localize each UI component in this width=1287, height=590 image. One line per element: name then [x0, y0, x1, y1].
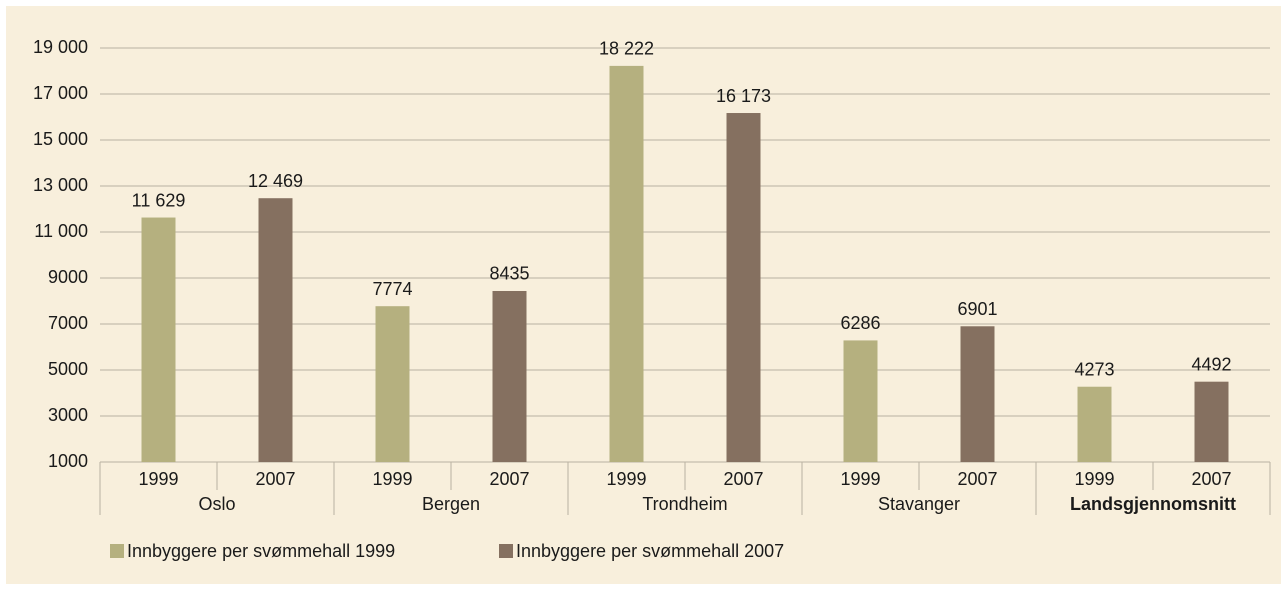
- y-tick-label: 7000: [48, 313, 88, 333]
- x-tick-label: 1999: [372, 469, 412, 489]
- x-tick-label: 2007: [957, 469, 997, 489]
- y-tick-label: 3000: [48, 405, 88, 425]
- bar: [375, 306, 410, 462]
- x-tick-label: 1999: [606, 469, 646, 489]
- group-label: Bergen: [422, 494, 480, 514]
- y-tick-label: 15 000: [33, 129, 88, 149]
- bar: [492, 290, 527, 462]
- x-tick-label: 2007: [255, 469, 295, 489]
- legend-label: Innbyggere per svømmehall 2007: [516, 541, 784, 561]
- x-tick-label: 1999: [840, 469, 880, 489]
- group-label: Stavanger: [878, 494, 960, 514]
- value-label: 8435: [489, 264, 529, 284]
- bar: [1077, 386, 1112, 462]
- y-tick-label: 17 000: [33, 83, 88, 103]
- y-tick-label: 19 000: [33, 37, 88, 57]
- bar: [843, 340, 878, 462]
- bar: [1194, 381, 1229, 462]
- value-label: 12 469: [248, 171, 303, 191]
- value-label: 6286: [840, 313, 880, 333]
- group-label: Trondheim: [642, 494, 727, 514]
- group-label: Oslo: [198, 494, 235, 514]
- x-tick-label: 1999: [1074, 469, 1114, 489]
- value-label: 6901: [957, 299, 997, 319]
- bar: [960, 326, 995, 462]
- value-label: 7774: [372, 279, 412, 299]
- value-label: 11 629: [132, 190, 186, 210]
- x-tick-label: 2007: [489, 469, 529, 489]
- y-tick-label: 5000: [48, 359, 88, 379]
- value-label: 16 173: [716, 86, 771, 106]
- value-label: 4492: [1191, 354, 1231, 374]
- y-tick-label: 11 000: [34, 221, 88, 241]
- legend-swatch: [110, 544, 124, 558]
- bar: [141, 217, 176, 462]
- y-tick-label: 13 000: [33, 175, 88, 195]
- bar: [726, 113, 761, 462]
- x-tick-label: 1999: [138, 469, 178, 489]
- legend-label: Innbyggere per svømmehall 1999: [127, 541, 395, 561]
- group-label: Landsgjennomsnitt: [1070, 494, 1236, 514]
- bar: [609, 65, 644, 463]
- value-label: 18 222: [599, 39, 654, 59]
- y-tick-label: 1000: [48, 451, 88, 471]
- value-label: 4273: [1074, 359, 1114, 379]
- legend-swatch: [499, 544, 513, 558]
- x-tick-label: 2007: [1191, 469, 1231, 489]
- y-tick-label: 9000: [48, 267, 88, 287]
- bar: [258, 198, 293, 462]
- x-tick-label: 2007: [723, 469, 763, 489]
